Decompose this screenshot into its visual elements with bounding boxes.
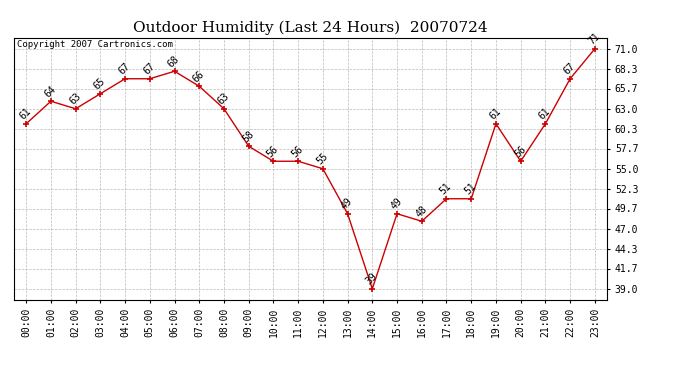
Text: 48: 48 bbox=[413, 204, 428, 219]
Text: 51: 51 bbox=[438, 181, 453, 196]
Text: 63: 63 bbox=[216, 91, 231, 106]
Text: 55: 55 bbox=[315, 151, 330, 166]
Text: 49: 49 bbox=[388, 196, 404, 211]
Text: 56: 56 bbox=[290, 144, 305, 159]
Text: 51: 51 bbox=[463, 181, 478, 196]
Text: 67: 67 bbox=[117, 61, 132, 76]
Text: 56: 56 bbox=[513, 144, 528, 159]
Title: Outdoor Humidity (Last 24 Hours)  20070724: Outdoor Humidity (Last 24 Hours) 2007072… bbox=[133, 21, 488, 35]
Text: 68: 68 bbox=[166, 54, 181, 69]
Text: 56: 56 bbox=[265, 144, 280, 159]
Text: 61: 61 bbox=[18, 106, 33, 122]
Text: 66: 66 bbox=[191, 69, 206, 84]
Text: 65: 65 bbox=[92, 76, 108, 92]
Text: 64: 64 bbox=[43, 84, 58, 99]
Text: 67: 67 bbox=[141, 61, 157, 76]
Text: 61: 61 bbox=[537, 106, 553, 122]
Text: Copyright 2007 Cartronics.com: Copyright 2007 Cartronics.com bbox=[17, 40, 172, 49]
Text: 49: 49 bbox=[339, 196, 355, 211]
Text: 67: 67 bbox=[562, 61, 577, 76]
Text: 63: 63 bbox=[68, 91, 83, 106]
Text: 71: 71 bbox=[586, 31, 602, 46]
Text: 61: 61 bbox=[488, 106, 503, 122]
Text: 39: 39 bbox=[364, 271, 380, 286]
Text: 58: 58 bbox=[240, 129, 256, 144]
